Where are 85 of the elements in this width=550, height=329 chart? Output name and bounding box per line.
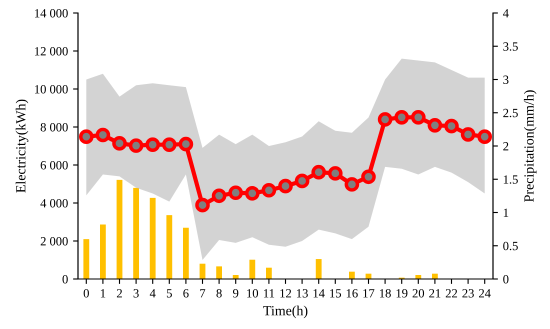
bar [216,266,222,279]
x-axis-title: Time(h) [263,306,308,318]
bar [200,264,206,279]
point [228,185,243,200]
x-tick-label: 9 [232,289,238,298]
x-tick-label: 12 [280,289,292,298]
point [96,128,110,142]
bar [166,215,172,279]
x-tick-label: 22 [446,289,458,298]
x-tick-label: 4 [150,289,156,298]
y2-tick-label: 1.5 [504,175,518,184]
point [112,136,127,151]
point [294,174,310,188]
x-tick-label: 8 [216,289,222,298]
y-tick-label: 4 000 [40,199,68,208]
bar [266,268,272,279]
point [145,137,160,152]
x-tick-label: 6 [183,289,189,298]
y2-axis-title: Precipitation(mm/h) [524,90,536,202]
y2-tick-label: 3 [503,76,508,84]
point [178,136,194,152]
x-tick-label: 18 [380,289,391,298]
point [394,110,409,125]
bar [348,272,355,279]
point [411,110,426,125]
point [460,127,476,142]
point [428,118,442,133]
point [212,188,226,204]
point [378,112,392,127]
point [344,177,360,192]
y2-tick-label: 4 [502,9,509,18]
point [195,198,210,212]
x-tick-label: 0 [84,289,89,298]
x-tick-label: 20 [412,289,424,298]
y-tick-label: 0 [62,275,68,284]
bar [249,260,256,279]
y-tick-label: 2 000 [40,237,68,246]
x-tick-label: 2 [116,289,122,298]
point [278,178,293,194]
y2-tick-label: 3.5 [503,42,518,51]
point [444,118,459,134]
y2-tick-label: 1 [504,208,508,217]
bar [366,274,372,279]
bar [116,180,122,279]
x-tick-label: 5 [166,289,172,298]
y-tick-label: 12 000 [35,47,68,56]
point [262,182,276,198]
x-tick-label: 11 [264,289,274,298]
y2-tick-label: 0 [503,275,508,284]
x-tick-label: 10 [247,289,258,298]
x-tick-label: 16 [346,289,358,298]
y2-tick-label: 2 [503,142,508,150]
x-tick-label: 15 [330,289,342,298]
y-tick-label: 10 000 [35,85,68,94]
point [245,186,260,201]
y2-tick-label: 0.5 [503,242,518,250]
bar [133,188,140,279]
point [361,169,376,184]
y-tick-label: 14 000 [35,9,68,18]
point [311,164,326,180]
y2-tick-label: 2.5 [503,108,518,118]
point [79,129,94,144]
y-axis-title: Electricity(kWh) [16,100,28,193]
x-tick-label: 13 [296,289,308,298]
x-tick-label: 17 [363,289,374,298]
x-tick-label: 21 [429,289,440,298]
y-tick-label: 6 000 [40,161,68,170]
x-tick-label: 14 [314,289,325,298]
bar [182,228,189,279]
x-tick-label: 19 [396,289,408,298]
point [162,137,177,152]
bar [316,259,322,279]
point [477,129,492,144]
bar [432,274,438,279]
x-tick-label: 1 [100,289,106,298]
point [328,166,343,181]
x-tick-label: 24 [479,289,491,298]
x-tick-label: 7 [200,289,206,298]
x-tick-label: 3 [134,289,139,298]
bar [150,198,156,279]
x-tick-label: 23 [462,289,474,298]
point [128,138,144,153]
y-tick-label: 8 000 [40,123,68,132]
bar [83,239,90,279]
bar [100,224,106,279]
